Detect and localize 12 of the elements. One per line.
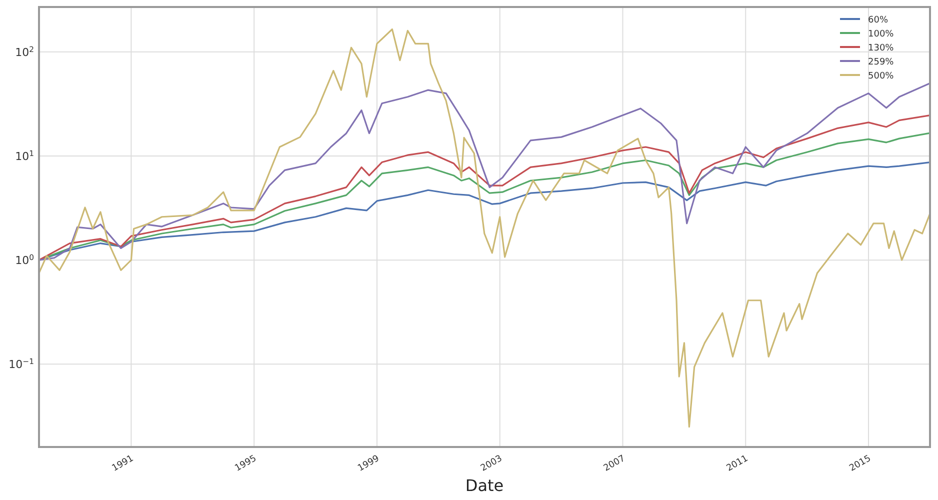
legend-label: 130% [868,44,894,54]
legend-label: 500% [868,72,894,82]
y-tick-label: 10$^{2}$ [15,44,34,59]
y-tick-label: 10$^{−1}$ [8,356,34,372]
line-series [39,28,930,428]
x-axis-title: Date [465,476,504,495]
y-tick-label: 10$^{0}$ [15,252,34,268]
y-tick-label: 10$^{1}$ [15,148,34,163]
legend-label: 60% [868,16,888,26]
line-series [39,82,930,261]
legend-label: 100% [868,30,894,40]
legend-label: 259% [868,58,894,68]
